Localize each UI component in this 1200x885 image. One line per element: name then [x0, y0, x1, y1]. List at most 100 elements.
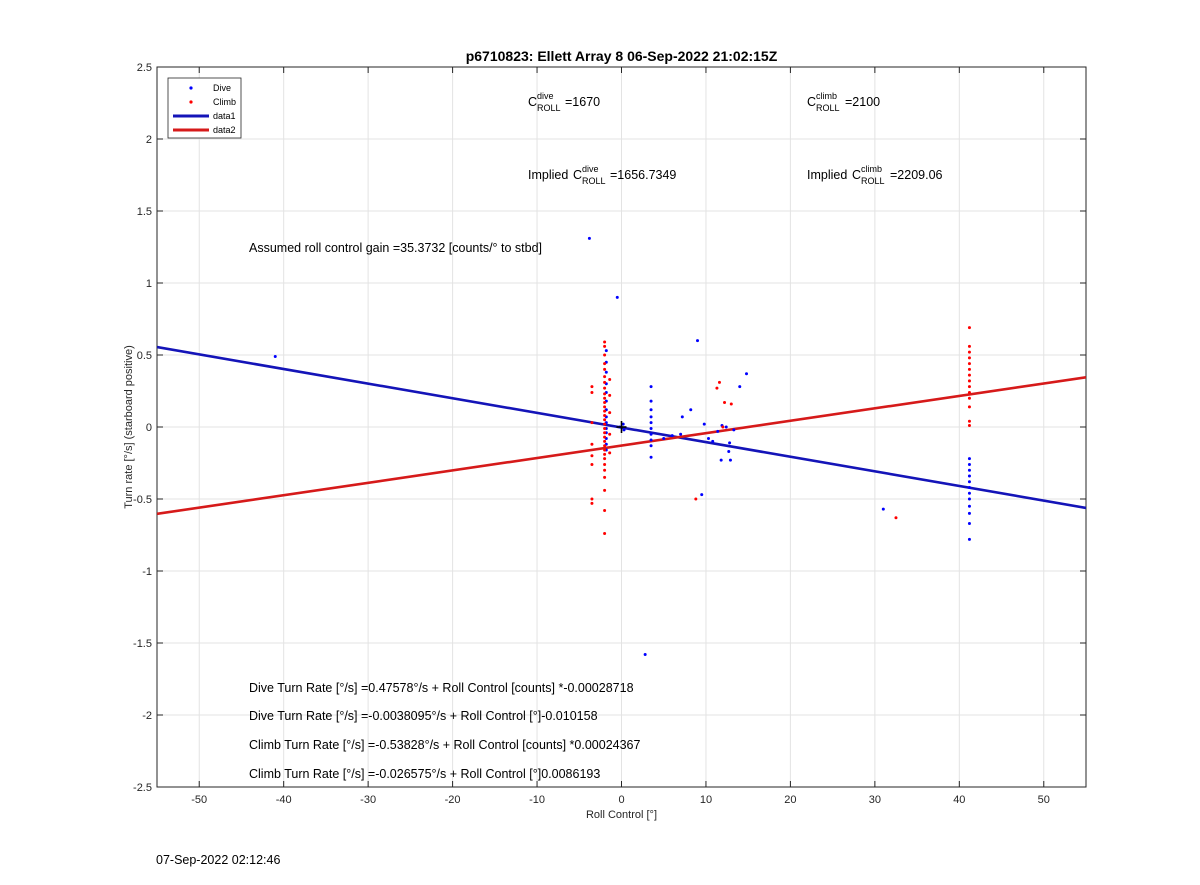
- dive-point: [724, 425, 728, 429]
- dive-point: [744, 372, 748, 376]
- y-tick-label: -1.5: [133, 638, 152, 650]
- dive-point: [967, 462, 971, 466]
- climb-point: [608, 451, 612, 455]
- dive-point: [716, 429, 720, 433]
- data-points: [273, 236, 971, 657]
- x-tick-label: 10: [700, 794, 712, 806]
- dive-point: [649, 438, 653, 442]
- x-tick-label: 0: [618, 794, 624, 806]
- climb-point: [590, 462, 594, 466]
- climb-point: [590, 454, 594, 458]
- dive-point: [649, 455, 653, 459]
- climb-point: [608, 377, 612, 381]
- climb-point: [603, 375, 607, 379]
- climb-point: [603, 452, 607, 456]
- dive-point: [700, 493, 704, 497]
- dive-point: [649, 421, 653, 425]
- dive-point: [587, 236, 591, 240]
- annotation-roll-gain: Assumed roll control gain =35.3732 [coun…: [249, 241, 542, 255]
- climb-point: [967, 379, 971, 383]
- annotation-c-dive: C dive ROLL =1670: [528, 91, 600, 113]
- annotation-c-climb: C climb ROLL =2100: [807, 91, 880, 113]
- climb-point: [608, 411, 612, 415]
- x-tick-label: -30: [360, 794, 376, 806]
- climb-point: [603, 532, 607, 536]
- climb-point: [603, 468, 607, 472]
- climb-point: [721, 425, 725, 429]
- climb-point: [603, 462, 607, 466]
- x-tick-label: -50: [191, 794, 207, 806]
- dive-point: [702, 422, 706, 426]
- climb-point: [603, 448, 607, 452]
- dive-point: [967, 521, 971, 525]
- climb-point: [603, 340, 607, 344]
- climb-point: [967, 326, 971, 330]
- y-tick-label: -1: [142, 566, 152, 578]
- dive-point: [967, 511, 971, 515]
- legend-label-data2: data2: [213, 125, 236, 135]
- climb-point: [967, 385, 971, 389]
- climb-point: [603, 457, 607, 461]
- dive-point: [615, 295, 619, 299]
- climb-point: [603, 396, 607, 400]
- dive-point: [649, 385, 653, 389]
- climb-point: [603, 413, 607, 417]
- annotation-climb-eq-counts: Climb Turn Rate [°/s] =-0.53828°/s + Rol…: [249, 738, 641, 752]
- svg-text:Implied: Implied: [528, 168, 568, 182]
- dive-point: [967, 485, 971, 489]
- climb-point: [717, 380, 721, 384]
- climb-point: [603, 488, 607, 492]
- legend: Dive Climb data1 data2: [167, 77, 242, 139]
- dive-point: [604, 349, 608, 353]
- dive-point: [967, 457, 971, 461]
- dive-point: [649, 415, 653, 419]
- svg-text:climb: climb: [816, 91, 837, 101]
- svg-text:=2100: =2100: [845, 95, 880, 109]
- climb-point: [694, 497, 698, 501]
- climb-point: [967, 356, 971, 360]
- dive-point: [273, 354, 277, 358]
- annotation-implied-climb: Implied C climb ROLL =2209.06: [807, 164, 943, 186]
- svg-text:C: C: [852, 168, 861, 182]
- svg-text:climb: climb: [861, 164, 882, 174]
- climb-point: [967, 362, 971, 366]
- climb-point: [603, 405, 607, 409]
- svg-text:C: C: [807, 95, 816, 109]
- dive-point: [881, 507, 885, 511]
- dive-point: [967, 497, 971, 501]
- climb-point: [590, 501, 594, 505]
- fit-line-data2: [157, 376, 1086, 516]
- climb-point: [603, 435, 607, 439]
- climb-point: [603, 426, 607, 430]
- svg-text:=1670: =1670: [565, 95, 600, 109]
- dive-point: [967, 491, 971, 495]
- dive-point: [649, 426, 653, 430]
- climb-point: [967, 390, 971, 394]
- x-tick-label: 30: [869, 794, 881, 806]
- dive-point: [727, 449, 731, 453]
- climb-point: [608, 393, 612, 397]
- climb-point: [603, 475, 607, 479]
- y-tick-label: 2.5: [137, 62, 152, 74]
- climb-point: [603, 362, 607, 366]
- dive-point: [967, 480, 971, 484]
- y-tick-label: -2: [142, 710, 152, 722]
- dive-point: [649, 408, 653, 412]
- svg-text:ROLL: ROLL: [816, 103, 840, 113]
- x-tick-label: 20: [784, 794, 796, 806]
- dive-point: [967, 537, 971, 541]
- climb-point: [603, 444, 607, 448]
- svg-text:=1656.7349: =1656.7349: [610, 168, 676, 182]
- annotation-climb-eq-degrees: Climb Turn Rate [°/s] =-0.026575°/s + Ro…: [249, 767, 600, 781]
- climb-point: [967, 405, 971, 409]
- climb-point: [603, 418, 607, 422]
- y-tick-label: 1: [146, 278, 152, 290]
- dive-point: [680, 415, 684, 419]
- annotation-implied-dive: Implied C dive ROLL =1656.7349: [528, 164, 676, 186]
- svg-text:C: C: [528, 95, 537, 109]
- climb-point: [603, 431, 607, 435]
- y-axis-label: Turn rate [°/s] (starboard positive): [123, 345, 135, 509]
- dive-point: [738, 385, 742, 389]
- dive-point: [604, 370, 608, 374]
